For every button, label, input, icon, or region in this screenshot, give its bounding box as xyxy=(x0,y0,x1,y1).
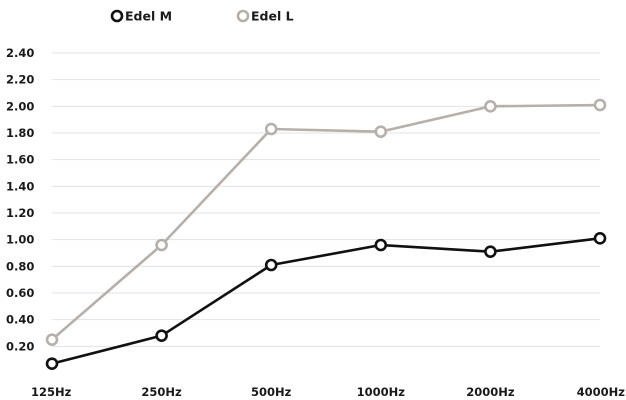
data-point-edel-m xyxy=(45,357,59,370)
data-point-edel-l xyxy=(484,100,497,113)
data-point-edel-m xyxy=(155,329,168,342)
data-point-edel-l xyxy=(264,122,278,136)
x-axis: 125Hz 250Hz 500Hz 1000Hz 2000Hz 4000Hz xyxy=(31,385,625,399)
data-point-edel-l xyxy=(374,125,388,138)
data-point-edel-m xyxy=(264,258,278,272)
y-tick-label: 0.20 xyxy=(6,339,34,353)
data-point-edel-l xyxy=(155,238,168,252)
series-line-edel-l xyxy=(51,103,601,341)
data-point-edel-m xyxy=(593,232,607,245)
x-tick-label: 125Hz xyxy=(31,385,72,399)
y-tick-label: 1.00 xyxy=(6,233,34,247)
x-tick-label: 500Hz xyxy=(251,385,292,399)
data-point-edel-m xyxy=(484,245,497,258)
y-axis: 0.20 0.40 0.60 0.80 1.00 1.20 1.40 1.60 1.80 2.00… xyxy=(6,46,34,353)
y-tick-label: 1.20 xyxy=(6,206,34,220)
y-tick-label: 0.60 xyxy=(6,286,34,300)
legend-item-edel-m: Edel M xyxy=(110,9,172,24)
y-tick-label: 1.40 xyxy=(6,179,34,193)
y-tick-label: 2.20 xyxy=(6,73,34,87)
x-tick-label: 250Hz xyxy=(141,385,182,399)
y-tick-label: 0.40 xyxy=(6,313,34,327)
series-line-edel-m xyxy=(51,237,601,365)
chart-legend: Edel M Edel L xyxy=(110,9,294,24)
data-point-edel-m xyxy=(374,238,388,252)
series-layer xyxy=(45,98,607,370)
grid-lines xyxy=(52,52,600,347)
x-tick-label: 4000Hz xyxy=(577,385,626,399)
legend-item-edel-l: Edel L xyxy=(236,9,294,24)
legend-marker-edel-l xyxy=(236,9,250,23)
y-tick-label: 2.40 xyxy=(6,46,34,60)
x-tick-label: 1000Hz xyxy=(357,385,406,399)
y-tick-label: 0.80 xyxy=(6,259,34,273)
legend-label-edel-m: Edel M xyxy=(125,9,172,24)
x-tick-label: 2000Hz xyxy=(466,385,515,399)
data-point-edel-l xyxy=(45,333,59,346)
y-tick-label: 1.80 xyxy=(6,126,34,140)
y-tick-label: 2.00 xyxy=(6,99,34,113)
series-edel-m xyxy=(45,232,607,370)
y-tick-label: 1.60 xyxy=(6,153,34,167)
data-point-edel-l xyxy=(593,98,607,112)
legend-label-edel-l: Edel L xyxy=(251,9,294,24)
series-edel-l xyxy=(45,98,607,346)
legend-marker-edel-m xyxy=(110,9,124,23)
